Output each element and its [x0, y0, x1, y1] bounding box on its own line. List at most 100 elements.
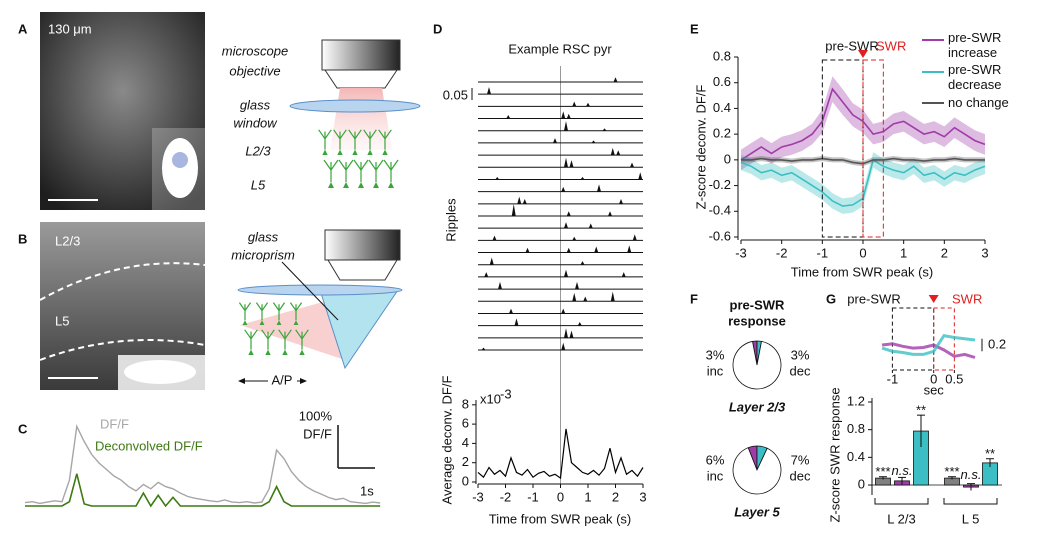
label: inc	[707, 468, 724, 483]
dendrite	[289, 302, 303, 321]
label: pre-SWR	[825, 38, 878, 53]
light-beam	[330, 88, 392, 150]
brain-icon	[124, 360, 196, 384]
label: 0.2	[988, 337, 1006, 352]
mean-line	[740, 87, 986, 161]
neuron	[242, 320, 248, 325]
label: response	[728, 313, 786, 328]
legend-label: Deconvolved DF/F	[95, 438, 203, 453]
spike	[487, 86, 491, 95]
spike	[613, 77, 618, 82]
window-box	[862, 59, 884, 238]
spike	[566, 247, 571, 253]
label: 1	[584, 489, 591, 504]
spike	[594, 246, 599, 253]
label: x10	[480, 391, 501, 406]
label: 0.8	[713, 48, 731, 63]
dendrite	[368, 159, 384, 182]
spike	[553, 138, 557, 143]
spike	[509, 308, 513, 314]
neuron	[293, 320, 299, 325]
label: 0.4	[847, 449, 865, 464]
label: 100%	[299, 408, 333, 423]
spike	[610, 147, 615, 156]
window-box	[891, 307, 935, 371]
label: -3	[500, 386, 512, 401]
label: 2	[612, 489, 619, 504]
neuron	[388, 182, 394, 188]
spike	[569, 330, 574, 338]
dendrite	[383, 159, 399, 182]
pointer	[281, 261, 339, 321]
brain-site	[172, 152, 188, 168]
label: 7%	[791, 452, 810, 467]
spike	[630, 162, 634, 168]
spike	[506, 114, 511, 119]
label: **	[916, 403, 926, 418]
legend-label: pre-SWR increase	[948, 30, 1002, 60]
label: 0	[859, 245, 866, 260]
objective	[321, 39, 401, 71]
label: Layer 5	[734, 504, 780, 519]
glass-window	[289, 99, 421, 113]
spike	[586, 102, 590, 107]
spike	[564, 121, 568, 131]
label: A/P	[272, 372, 293, 387]
label: -1	[817, 245, 829, 260]
label: -1	[887, 371, 899, 386]
error-band	[741, 152, 985, 214]
spike	[580, 261, 585, 265]
label: glass	[240, 97, 271, 112]
neuron	[352, 149, 358, 155]
neuron	[328, 182, 334, 188]
label: L2/3	[55, 233, 80, 248]
label: B	[18, 231, 27, 246]
label: dec	[790, 363, 811, 378]
label: ***	[944, 464, 959, 479]
label: L 5	[962, 511, 980, 526]
spike	[572, 292, 577, 302]
label: 6%	[706, 452, 725, 467]
label: 0.05	[443, 87, 468, 102]
label: -3	[472, 489, 484, 504]
label: -0.2	[709, 177, 731, 192]
error-band	[741, 156, 985, 167]
spike	[572, 101, 577, 107]
window-box	[933, 307, 955, 371]
label: D	[433, 21, 442, 36]
spike	[627, 245, 632, 253]
label: 3%	[791, 347, 810, 362]
spike	[484, 272, 489, 277]
swr-marker	[928, 295, 939, 303]
dendrite	[348, 129, 362, 150]
swr-marker	[858, 50, 868, 58]
label: C	[18, 421, 28, 436]
neuron	[343, 182, 349, 188]
spike	[566, 113, 571, 119]
spike	[564, 157, 568, 168]
label: -0.6	[709, 228, 731, 243]
group-bracket	[874, 498, 929, 505]
dendrite	[323, 159, 339, 182]
spike	[602, 128, 607, 131]
spike	[566, 211, 571, 216]
legend-label: no change	[948, 95, 1009, 110]
spike	[616, 150, 621, 156]
label: 0	[858, 476, 865, 491]
legend-label: DF/F	[100, 416, 129, 431]
label: L5	[55, 313, 69, 328]
layer-boundary	[39, 262, 206, 301]
spike	[498, 281, 502, 290]
neuron	[299, 349, 305, 355]
label: 3	[981, 245, 988, 260]
label: 0.8	[847, 421, 865, 436]
spike	[517, 196, 522, 204]
spike	[561, 111, 566, 119]
spike	[511, 204, 516, 216]
label: -3	[735, 245, 747, 260]
legend-label: pre-SWR decrease	[948, 62, 1002, 92]
neuron	[373, 182, 379, 188]
label: objective	[229, 63, 280, 78]
